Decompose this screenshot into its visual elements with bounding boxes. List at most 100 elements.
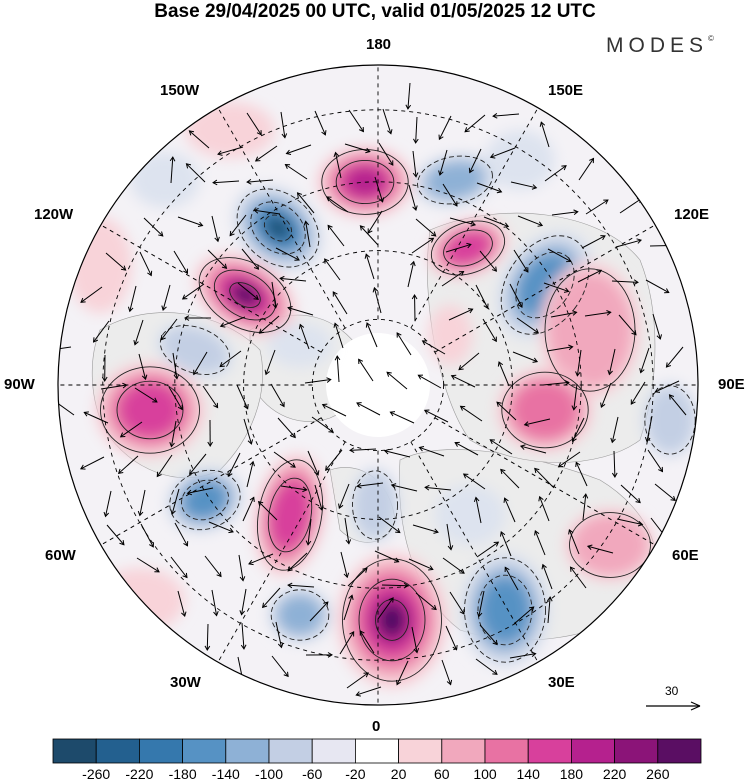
wind-vector <box>314 110 327 136</box>
wind-vector <box>364 253 375 280</box>
lon-label-150w: 150W <box>160 82 200 99</box>
wind-vector <box>668 394 687 416</box>
wind-vector <box>92 320 110 343</box>
wind-vector <box>607 348 616 376</box>
wind-vector <box>170 488 180 516</box>
wind-vector <box>204 555 222 578</box>
wind-vector <box>270 383 285 408</box>
meridian-line <box>410 107 539 329</box>
wind-vector <box>547 248 572 263</box>
wind-vector <box>169 156 176 184</box>
wind-vector <box>509 283 523 308</box>
wind-vector <box>304 377 332 384</box>
wind-vector <box>264 349 276 376</box>
wind-vector <box>309 601 329 622</box>
wind-vector <box>275 247 300 261</box>
colorbar-tick-label: -260 <box>82 766 111 782</box>
colorbar-tick-label: -20 <box>345 766 366 782</box>
wind-vector <box>156 454 173 478</box>
wind-vector <box>208 521 234 534</box>
wind-vector <box>421 340 446 355</box>
figure-title: Base 29/04/2025 00 UTC, valid 01/05/2025… <box>154 1 596 22</box>
wind-vector <box>340 551 350 579</box>
lon-label-60e: 60E <box>672 547 699 564</box>
wind-vector <box>615 238 642 248</box>
anomaly-contour <box>267 477 313 553</box>
wind-vector <box>665 346 684 368</box>
wind-vector <box>557 451 581 468</box>
wind-vector <box>160 318 178 341</box>
wind-vector <box>389 411 415 424</box>
wind-vector <box>424 484 452 491</box>
wind-vector <box>630 381 646 405</box>
wind-vector <box>177 590 187 618</box>
wind-vector <box>620 484 641 504</box>
wind-vector <box>396 332 412 356</box>
colorbar-cell <box>614 738 659 764</box>
wind-vector <box>254 145 278 162</box>
colorbar-cell <box>527 738 572 764</box>
colorbar-tick-label: -140 <box>211 766 240 782</box>
wind-vector <box>412 150 419 178</box>
wind-vector <box>332 291 348 315</box>
wind-vector <box>186 487 214 496</box>
wind-vector <box>127 285 137 313</box>
wind-vector <box>207 419 213 447</box>
colorbar-cell <box>354 738 399 764</box>
wind-vector <box>172 352 180 380</box>
wind-vector <box>333 322 344 349</box>
wind-vector <box>523 418 551 427</box>
wind-vector <box>358 358 374 382</box>
wind-vector <box>246 460 255 488</box>
colorbar-tick-label: -60 <box>302 766 323 782</box>
wind-vector <box>497 361 510 387</box>
wind-vector <box>106 524 125 546</box>
modes-logo: MODES© <box>606 34 714 58</box>
wind-vector <box>441 659 453 686</box>
wind-vector <box>377 597 394 620</box>
wind-vector <box>534 467 554 488</box>
wind-vector <box>173 250 188 275</box>
negative-anomaly-level <box>277 595 323 635</box>
wind-vector <box>546 344 574 352</box>
wind-vector <box>479 624 498 646</box>
wind-vector <box>248 553 274 566</box>
wind-vector <box>275 621 284 649</box>
colorbar-cell <box>95 738 140 764</box>
wind-vector <box>652 313 663 340</box>
wind-vector <box>307 450 320 476</box>
wind-vector <box>516 317 540 334</box>
colorbar-tick-label: 260 <box>646 766 670 782</box>
colorbar-tick-label: 180 <box>559 766 584 782</box>
latitude-circle <box>311 318 445 452</box>
anomaly-contour <box>213 269 277 321</box>
anomaly-contour <box>417 155 493 205</box>
wind-vector <box>496 401 517 421</box>
wind-vector <box>408 184 418 211</box>
wind-vector <box>139 251 153 277</box>
colorbar-tick-label: 220 <box>602 766 627 782</box>
wind-vector <box>492 113 520 119</box>
wind-vector <box>408 558 434 571</box>
wind-vector <box>476 541 500 558</box>
wind-vector <box>365 322 378 348</box>
wind-vector <box>499 531 512 557</box>
anomaly-contour <box>257 459 323 571</box>
anomaly-contour <box>477 574 533 646</box>
vector-reference-arrow <box>646 701 701 711</box>
wind-vector <box>314 484 324 511</box>
colorbar-tick-label: -100 <box>254 766 284 782</box>
wind-vector <box>473 496 482 524</box>
anomaly-contour <box>464 557 546 663</box>
wind-vector <box>241 248 260 270</box>
wind-vector <box>359 630 375 654</box>
wind-vector <box>211 215 220 243</box>
wind-vector <box>212 179 240 186</box>
wind-vector <box>285 144 312 156</box>
wind-vector <box>105 252 127 271</box>
wind-vector <box>475 658 498 675</box>
wind-vector <box>616 518 644 527</box>
wind-vector <box>298 323 310 350</box>
negative-anomaly-level <box>268 323 332 367</box>
polar-map <box>57 64 701 711</box>
